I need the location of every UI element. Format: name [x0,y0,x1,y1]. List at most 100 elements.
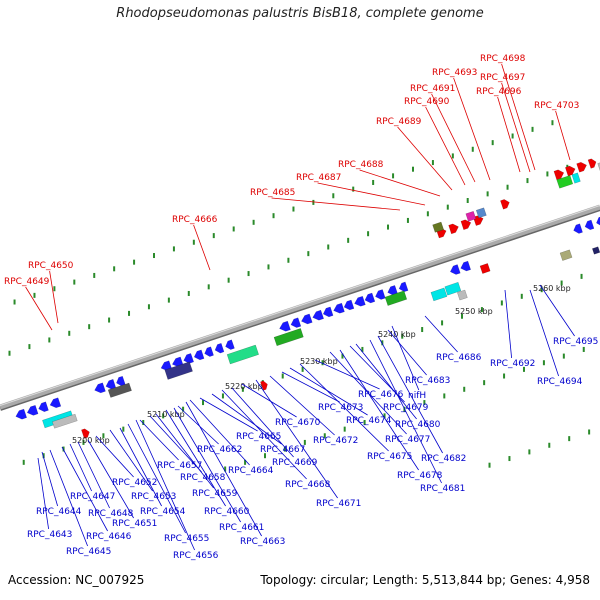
gene-label-text: RPC_4661 [219,523,264,533]
tick-mark [321,360,324,366]
tick-mark [491,140,494,146]
gene-feature-box [597,162,600,172]
tick-mark [88,324,91,330]
gene-label-rpc-4660: RPC_4660 [165,409,250,517]
callout-line [397,126,453,191]
gene-feature-reverse [171,356,184,368]
tick-mark [167,297,170,303]
gene-feature-reverse [49,397,62,409]
callout-line [504,289,512,359]
tick-mark [431,160,434,166]
tick-mark [142,419,145,425]
tick-mark [546,171,549,177]
gene-label-text: RPC_4644 [36,507,82,517]
genome-summary-text: Topology: circular; Length: 5,513,844 bp… [260,573,590,587]
gene-feature-reverse [312,309,325,321]
gene-label-text: RPC_4689 [376,117,422,127]
callout-line [185,401,262,537]
gene-feature-reverse [204,346,214,357]
gene-feature-box [384,290,408,306]
gene-label-rpc-4693: RPC_4693 [432,68,491,181]
gene-label-text: RPC_4691 [410,84,455,94]
callout-line [87,439,134,519]
callout-line [339,349,419,471]
tick-mark [522,366,525,372]
gene-feature-box [456,289,468,301]
tick-mark [441,320,444,326]
gene-label-text: RPC_4674 [346,416,392,426]
callout-line [155,413,214,489]
gene-label-text: RPC_4696 [476,87,522,97]
gene-feature-forward [448,223,459,235]
tick-mark [73,279,76,285]
callout-line [135,419,195,551]
tick-mark [312,199,315,205]
callout-line [173,407,241,523]
gene-feature-reverse [160,360,173,372]
gene-feature-reverse [322,306,334,318]
gene-label-text: RPC_4671 [316,499,361,509]
tick-mark [411,166,414,172]
gene-label-text: RPC_4660 [204,507,250,517]
callout-line [95,435,134,478]
gene-label-text: RPC_4681 [420,484,465,494]
tick-mark [327,244,330,250]
gene-label-rpc-4688: RPC_4688 [338,160,441,197]
callout-line [539,284,575,337]
gene-label-rpc-4664: RPC_4664 [189,399,274,476]
gene-feature-box [273,328,304,347]
scale-label: 5220 kbp [225,382,263,391]
gene-label-rpc-4672: RPC_4672 [269,375,358,446]
gene-label-text: RPC_4655 [164,534,209,544]
gene-label-text: RPC_4667 [260,445,305,455]
gene-label-rpc-4645: RPC_4645 [49,449,111,557]
tick-mark [423,400,426,406]
gene-label-rpc-4653: RPC_4653 [109,429,176,502]
gene-label-text: RPC_4663 [240,537,285,547]
tick-mark [562,353,565,359]
gene-feature-forward [500,199,510,210]
gene-feature-box [475,207,487,219]
tick-mark [461,313,464,319]
gene-feature-reverse [15,408,28,420]
callout-line [369,339,442,484]
gene-label-text: RPC_4698 [480,54,526,64]
gene-label-rpc-4696: RPC_4696 [476,87,522,173]
tick-mark [102,433,105,439]
tick-mark [500,300,503,306]
tick-mark [287,257,290,263]
gene-feature-box [107,382,132,398]
tick-mark [162,413,165,419]
tick-mark [426,211,429,217]
tick-mark [528,449,531,455]
gene-label-text: nifH [408,391,426,401]
gene-label-rpc-4673: RPC_4673 [281,371,363,413]
tick-mark [542,360,545,366]
gene-feature-box [164,361,193,380]
gene-label-text: RPC_4672 [313,436,358,446]
scale-label: 5260 kbp [533,284,571,293]
gene-label-text: RPC_4703 [534,101,579,111]
tick-mark [133,259,136,265]
gene-label-rpc-4686: RPC_4686 [424,315,482,363]
gene-feature-forward [260,380,268,391]
gene-feature-reverse [290,317,302,328]
tick-mark [68,330,71,336]
gene-feature-box [444,281,462,296]
gene-label-nifh: nifH [391,325,426,401]
callout-line [501,82,531,173]
tick-mark [263,453,266,459]
gene-label-rpc-4694: RPC_4694 [529,289,583,387]
tick-mark [53,286,56,292]
gene-label-text: RPC_4649 [4,277,50,287]
gene-label-rpc-4647: RPC_4647 [69,443,115,502]
gene-label-text: RPC_4673 [318,403,363,413]
gene-label-text: RPC_4675 [367,452,412,462]
gene-feature-reverse [105,378,117,390]
gene-label-text: RPC_4694 [537,377,583,387]
gene-label-rpc-4658: RPC_4658 [149,415,226,483]
callout-line [555,110,571,161]
gene-label-rpc-4643: RPC_4643 [27,457,72,540]
tick-mark [227,277,230,283]
scale-label: 5250 kbp [455,307,493,316]
